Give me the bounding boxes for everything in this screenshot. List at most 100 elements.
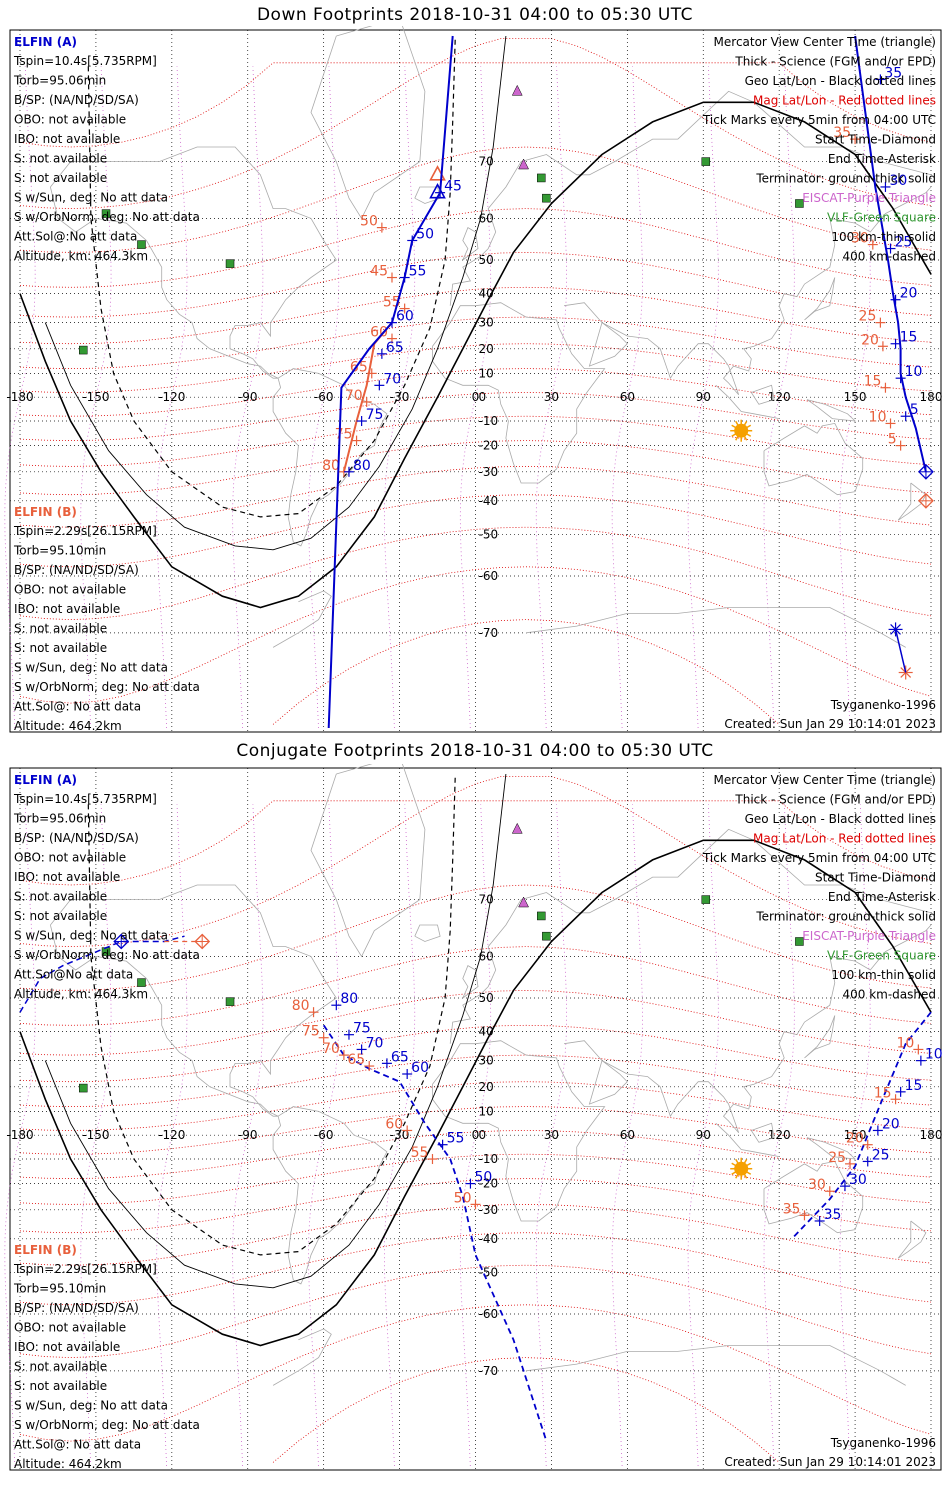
- purple-triangle-icon: [511, 822, 523, 834]
- elfin-b-tick-label: 60: [385, 1116, 403, 1132]
- mag-lon-line: [611, 804, 643, 1467]
- elfin-a-info-line: Altitude, km: 464.3km: [14, 249, 148, 263]
- legend-line: End Time-Asterisk: [828, 890, 936, 904]
- legend-line: End Time-Asterisk: [828, 152, 936, 166]
- elfin-b-info-line: S w/OrbNorm, deg: No att data: [14, 680, 200, 694]
- lon-tick-label: -120: [158, 390, 185, 404]
- lon-tick-label: 150: [844, 1128, 867, 1142]
- elfin-b-info-line: OBO: not available: [14, 1321, 126, 1335]
- elfin-a-tick-label: 80: [340, 991, 358, 1007]
- terminator-ground: [19, 101, 932, 609]
- coastline: [564, 924, 932, 1134]
- elfin-b-info-line: B/SP: (NA/ND/SD/SA): [14, 1301, 139, 1315]
- coastline: [432, 302, 606, 484]
- elfin-a-info-line: Torb=95.06min: [13, 812, 106, 826]
- legend-line: Start Time-Diamond: [815, 133, 936, 147]
- elfin-a-info-line: S w/Sun, deg: No att data: [14, 929, 168, 943]
- mag-lon-line: [4, 804, 36, 1467]
- elfin-b-info-line: S: not available: [14, 1360, 107, 1374]
- coastline: [50, 146, 337, 379]
- coastline: [50, 884, 337, 1117]
- lon-tick-label: 0: [472, 1128, 480, 1142]
- lat-tick-label: 20: [479, 342, 494, 356]
- elfin-a-conj-track-west: [19, 935, 185, 1013]
- legend-line: Terminator: ground-thick solid: [755, 910, 936, 924]
- mag-lat-line: [19, 566, 932, 704]
- green-square-icon: [537, 173, 546, 183]
- created-label: Created: Sun Jan 29 10:14:01 2023: [724, 1455, 936, 1469]
- elfin-b-tick-label: 20: [846, 1131, 864, 1147]
- mag-lon-line: [4, 66, 36, 729]
- mag-lon-line: [308, 66, 340, 729]
- elfin-a-tick-label: 50: [474, 1170, 492, 1186]
- legend-line: 100 km-thin solid: [831, 968, 936, 982]
- lon-tick-label: 0: [472, 390, 480, 404]
- green-square-icon: [542, 931, 551, 941]
- lat-tick-label: -60: [479, 1307, 499, 1321]
- elfin-b-tick-label: 50: [360, 214, 378, 230]
- purple-triangle-icon: [511, 84, 523, 96]
- elfin-a-tick-label: 65: [386, 340, 404, 356]
- mag-lon-line: [839, 804, 871, 1467]
- elfin-a-tick-label: 50: [416, 226, 434, 242]
- lat-tick-label: -70: [479, 1364, 499, 1378]
- lat-tick-label: -30: [479, 1203, 499, 1217]
- terminator-100km: [44, 35, 507, 551]
- mag-lat-line: [19, 526, 932, 621]
- terminator-400km: [87, 35, 456, 518]
- elfin-a-tick-label: 70: [383, 371, 401, 387]
- lat-tick-label: -60: [479, 569, 499, 583]
- mag-lon-line: [839, 66, 871, 729]
- lon-tick-label: 30: [544, 390, 559, 404]
- lon-tick-label: 180: [920, 1128, 943, 1142]
- elfin-b-info-line: Att.Sol@: No att data: [14, 700, 141, 714]
- lat-tick-label: -10: [479, 1152, 499, 1166]
- elfin-b-info-line: Altitude: 464.2km: [14, 719, 122, 733]
- elfin-b-tick-label: 25: [828, 1150, 846, 1166]
- elfin-a-info-line: Att.Sol@No att data: [14, 968, 133, 982]
- elfin-a-info-line: S w/OrbNorm, deg: No att data: [14, 948, 200, 962]
- green-square-icon: [225, 997, 235, 1006]
- legend-line: Thick - Science (FGM and/or EPD): [734, 55, 936, 69]
- elfin-b-info-line: Att.Sol@: No att data: [14, 1438, 141, 1452]
- lon-tick-label: -60: [314, 1128, 334, 1142]
- lon-tick-label: -60: [314, 390, 334, 404]
- elfin-a-tick-label: 25: [895, 235, 913, 251]
- created-label: Created: Sun Jan 29 10:14:01 2023: [724, 717, 936, 731]
- elfin-b-tick-label: 70: [345, 388, 363, 404]
- elfin-a-tick-label: 30: [849, 1172, 867, 1188]
- elfin-b-info-line: OBO: not available: [14, 583, 126, 597]
- elfin-b-tick-label: 75: [302, 1024, 320, 1040]
- elfin-a-info-line: Tspin=10.4s[5.735RPM]: [13, 54, 157, 68]
- mag-lon-line: [459, 804, 492, 1467]
- elfin-b-name: ELFIN (B): [14, 1243, 77, 1257]
- elfin-a-track: [327, 35, 454, 729]
- mag-lat-line: [272, 619, 780, 725]
- mag-lat-line: [19, 989, 932, 1056]
- elfin-b-tick-label: 30: [851, 231, 869, 247]
- elfin-a-track-east: [854, 35, 927, 473]
- mag-lon-line: [763, 66, 795, 729]
- elfin-a-tick-label: 80: [353, 458, 371, 474]
- coastline: [462, 227, 479, 261]
- mag-lon-line: [80, 804, 112, 1467]
- elfin-b-info-line: S w/OrbNorm, deg: No att data: [14, 1418, 200, 1432]
- legend-line: Mag Lat/Lon - Red dotted lines: [753, 94, 936, 108]
- coastline: [804, 1015, 836, 1059]
- elfin-b-tick-label: 70: [322, 1041, 340, 1057]
- elfin-b-info-line: S: not available: [14, 622, 107, 636]
- coastline: [526, 1345, 906, 1386]
- elfin-a-tick-label: 70: [366, 1035, 384, 1051]
- mag-lon-line: [611, 66, 643, 729]
- elfin-b-info-line: IBO: not available: [14, 1340, 120, 1354]
- lon-tick-label: 120: [768, 390, 791, 404]
- elfin-b-tick-label: 75: [335, 427, 353, 443]
- lon-tick-label: 120: [768, 1128, 791, 1142]
- elfin-a-info-line: S: not available: [14, 171, 107, 185]
- panel-title-down: Down Footprints 2018-10-31 04:00 to 05:3…: [256, 5, 694, 25]
- lat-tick-label: -30: [479, 465, 499, 479]
- terminator-400km: [87, 773, 456, 1256]
- elfin-b-tick-label: 65: [350, 359, 368, 375]
- elfin-a-info-line: Tspin=10.4s[5.735RPM]: [13, 792, 157, 806]
- elfin-b-tick-label: 20: [861, 332, 879, 348]
